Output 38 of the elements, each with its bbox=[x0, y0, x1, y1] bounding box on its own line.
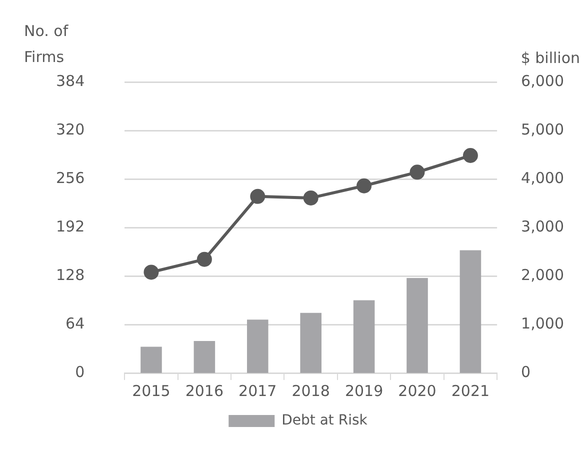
y2-axis-title: $ billion bbox=[520, 49, 580, 67]
y2-tick-label: 6,000 bbox=[521, 72, 564, 90]
bar bbox=[460, 250, 482, 373]
x-tick-label: 2019 bbox=[344, 382, 384, 400]
y2-tick-label: 3,000 bbox=[521, 217, 564, 236]
y-tick-label: 64 bbox=[66, 314, 85, 332]
y2-tick-label: 1,000 bbox=[521, 314, 564, 332]
y-tick-label: 128 bbox=[56, 266, 85, 284]
point bbox=[356, 178, 372, 194]
y2-tick-label: 2,000 bbox=[521, 266, 564, 284]
x-tick-label: 2015 bbox=[132, 382, 170, 400]
bar bbox=[300, 312, 322, 373]
point bbox=[462, 148, 478, 164]
y2-tick-label: 5,000 bbox=[521, 120, 564, 138]
bar bbox=[140, 346, 162, 373]
y-tick-label: 192 bbox=[56, 217, 85, 236]
y2-tick-label: 4,000 bbox=[521, 168, 564, 187]
x-tick-label: 2016 bbox=[185, 382, 224, 400]
bar bbox=[247, 320, 268, 373]
point bbox=[250, 188, 266, 204]
y-tick-label: 0 bbox=[75, 362, 85, 381]
x-tick-label: 2017 bbox=[238, 382, 277, 400]
y-tick-label: 256 bbox=[56, 168, 85, 187]
bar bbox=[194, 340, 216, 373]
point bbox=[196, 252, 212, 267]
y-tick-label: 320 bbox=[56, 120, 85, 138]
point bbox=[303, 190, 318, 206]
x-tick-label: 2021 bbox=[451, 382, 490, 400]
x-tick-label: 2020 bbox=[398, 382, 436, 400]
bar bbox=[406, 278, 428, 373]
point bbox=[144, 264, 159, 280]
bar bbox=[353, 300, 375, 373]
legend-label: Debt at Risk bbox=[282, 412, 368, 429]
point bbox=[410, 164, 425, 180]
y-axis-title: No. of Firms bbox=[24, 22, 69, 66]
y-tick-label: 384 bbox=[56, 72, 85, 90]
x-tick-label: 2018 bbox=[292, 382, 330, 400]
y2-tick-label: 0 bbox=[521, 362, 531, 381]
